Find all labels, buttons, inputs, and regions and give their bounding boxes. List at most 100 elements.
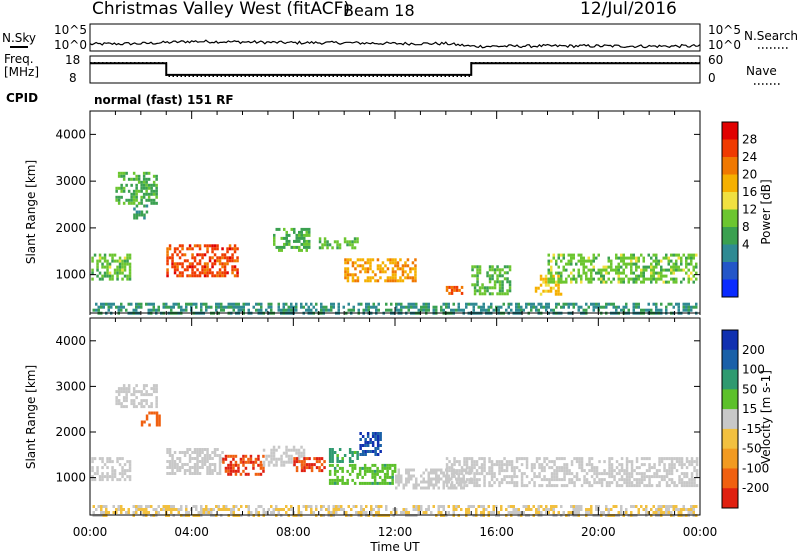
echo-cell <box>213 466 217 469</box>
echo-cell <box>560 457 564 461</box>
echo-cell <box>427 480 430 484</box>
echo-cell <box>630 484 634 488</box>
echo-cell <box>121 271 124 275</box>
echo-cell <box>173 262 177 266</box>
echo-cell <box>351 466 354 470</box>
echo-cell <box>188 274 192 278</box>
echo-cell <box>270 454 273 458</box>
echo-cell <box>435 483 438 487</box>
echo-cell <box>455 469 459 473</box>
echo-cell <box>393 466 397 470</box>
echo-cell <box>373 463 377 467</box>
echo-cell <box>660 308 663 312</box>
echo-cell <box>645 469 649 473</box>
echo-cell <box>685 475 689 479</box>
echo-cell <box>191 274 194 278</box>
echo-cell <box>503 265 507 269</box>
echo-cell <box>167 305 170 309</box>
echo-cell <box>193 457 197 460</box>
echo-cell <box>567 302 570 306</box>
echo-cell <box>502 302 505 306</box>
echo-cell <box>401 267 405 271</box>
echo-cell <box>215 305 218 309</box>
echo-cell <box>445 457 449 461</box>
echo-cell <box>173 265 177 269</box>
echo-cell <box>665 508 668 511</box>
echo-cell <box>166 247 169 251</box>
echo-cell <box>473 289 477 293</box>
echo-cell <box>181 451 184 454</box>
echo-cell <box>290 302 293 306</box>
echo-cell <box>280 454 283 458</box>
echo-cell <box>126 256 129 260</box>
echo-cell <box>227 454 230 458</box>
echo-cell <box>652 302 655 306</box>
echo-cell <box>401 279 405 283</box>
echo-cell <box>188 244 192 248</box>
echo-cell <box>508 280 512 284</box>
echo-cell <box>130 393 133 397</box>
echo-cell <box>101 478 104 482</box>
echo-cell <box>170 305 173 309</box>
echo-cell <box>495 460 499 464</box>
echo-cell <box>203 244 207 248</box>
echo-cell <box>176 247 179 251</box>
echo-cell <box>394 279 397 283</box>
echo-cell <box>200 511 203 514</box>
echo-cell <box>328 243 332 247</box>
echo-cell <box>127 177 131 181</box>
echo-cell <box>458 481 461 485</box>
echo-cell <box>560 484 564 488</box>
echo-cell <box>121 457 124 461</box>
echo-cell <box>373 478 377 482</box>
echo-cell <box>490 484 494 488</box>
echo-cell <box>388 475 392 479</box>
echo-cell <box>101 256 104 260</box>
echo-cell <box>595 305 598 309</box>
echo-cell <box>482 308 485 312</box>
echo-cell <box>142 171 146 175</box>
echo-cell <box>108 475 112 479</box>
echo-cell <box>122 508 125 511</box>
echo-cell <box>600 268 603 272</box>
echo-cell <box>181 265 184 269</box>
echo-cell <box>336 240 339 244</box>
echo-cell <box>510 511 513 514</box>
echo-cell <box>450 486 453 490</box>
echo-cell <box>587 259 590 263</box>
echo-cell <box>126 475 129 479</box>
echo-cell <box>488 268 492 272</box>
echo-cell <box>476 283 479 287</box>
echo-cell <box>310 469 314 473</box>
echo-cell <box>318 457 321 461</box>
echo-cell <box>598 460 601 464</box>
echo-cell <box>585 271 588 275</box>
echo-cell <box>126 274 129 278</box>
echo-cell <box>297 454 301 458</box>
echo-cell <box>117 186 121 190</box>
echo-cell <box>588 481 591 485</box>
echo-cell <box>152 384 156 388</box>
echo-cell <box>453 484 456 488</box>
echo-cell <box>116 460 119 464</box>
echo-cell <box>346 240 349 244</box>
echo-cell <box>422 471 425 475</box>
echo-cell <box>695 484 699 488</box>
echo-cell <box>417 511 420 514</box>
echo-cell <box>111 277 114 281</box>
echo-cell <box>280 308 283 312</box>
echo-cell <box>320 463 324 467</box>
echo-cell <box>186 463 189 466</box>
echo-cell <box>121 259 124 263</box>
echo-cell <box>111 478 114 482</box>
echo-cell <box>308 230 311 234</box>
echo-cell <box>500 466 504 470</box>
echo-cell <box>483 478 486 482</box>
echo-cell <box>370 508 373 511</box>
echo-cell <box>126 262 129 266</box>
echo-cell <box>550 308 553 312</box>
echo-cell <box>620 271 623 275</box>
echo-cell <box>603 460 606 464</box>
echo-cell <box>401 273 405 277</box>
echo-cell <box>650 277 653 281</box>
